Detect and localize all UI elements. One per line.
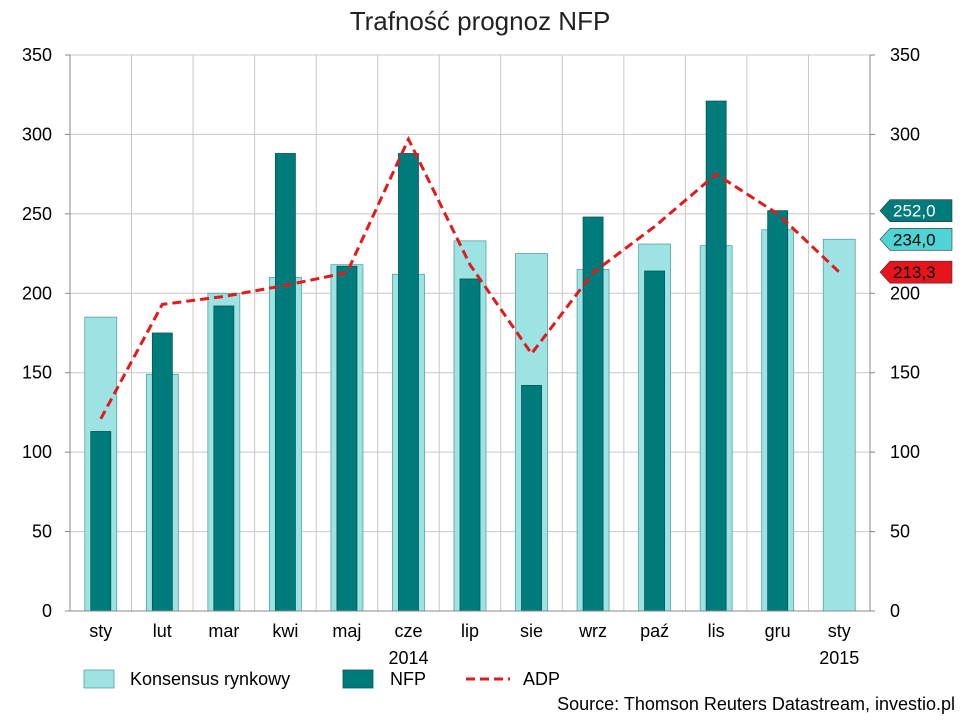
bar-nfp: [398, 153, 419, 612]
legend-label-nfp: NFP: [390, 669, 426, 689]
y-tick-label-right: 150: [890, 363, 920, 383]
bar-konsensus: [822, 238, 856, 612]
x-tick-label: sie: [520, 621, 543, 641]
end-label-tag: [879, 227, 953, 251]
y-tick-label-right: 50: [890, 522, 910, 542]
y-tick-label-left: 300: [22, 124, 52, 144]
legend-label-adp: ADP: [523, 669, 560, 689]
legend: Konsensus rynkowy NFP ADP: [83, 669, 560, 689]
legend-swatch-konsensus: [83, 669, 115, 689]
x-tick-label: lut: [153, 621, 172, 641]
bar-nfp: [644, 270, 666, 612]
y-tick-label-right: 0: [890, 601, 900, 621]
y-tick-label-left: 200: [22, 283, 52, 303]
x-tick-label: sty: [89, 621, 112, 641]
y-tick-label-right: 100: [890, 442, 920, 462]
y-tick-label-left: 150: [22, 363, 52, 383]
legend-label-konsensus: Konsensus rynkowy: [130, 669, 290, 689]
adp-line: [99, 135, 841, 420]
bar-nfp: [274, 153, 296, 612]
y-tick-label-left: 50: [32, 522, 52, 542]
x-tick-label: lis: [708, 621, 725, 641]
y-tick-label-right: 300: [890, 124, 920, 144]
end-labels: 252,0 234,0 213,3: [879, 199, 953, 284]
end-label-text: 213,3: [893, 263, 936, 282]
x-tick-label: gru: [765, 621, 791, 641]
end-label-text: 234,0: [893, 230, 936, 249]
y-tick-label-left: 0: [42, 601, 52, 621]
x-tick-label: cze: [394, 621, 422, 641]
bar-nfp: [459, 278, 481, 612]
bars: [84, 100, 856, 612]
bar-nfp: [90, 431, 112, 612]
x-tick-label: lip: [461, 621, 479, 641]
chart-title: Trafność prognoz NFP: [350, 6, 611, 36]
bar-nfp: [705, 100, 727, 612]
end-label-tag: [879, 199, 953, 222]
y-tick-label-left: 100: [22, 442, 52, 462]
end-label-text: 252,0: [893, 202, 936, 221]
y-tick-label-right: 350: [890, 45, 920, 65]
bar-nfp: [521, 385, 542, 612]
x-year-label: 2014: [388, 648, 428, 668]
line-adp: [99, 135, 841, 420]
bar-nfp: [151, 332, 173, 612]
y-tick-label-right: 200: [890, 283, 920, 303]
bar-nfp: [336, 265, 358, 612]
bar-nfp: [582, 216, 604, 612]
source-note: Source: Thomson Reuters Datastream, inve…: [557, 694, 955, 714]
x-tick-label: kwi: [272, 621, 298, 641]
y-tick-label-left: 250: [22, 204, 52, 224]
legend-swatch-nfp: [342, 669, 374, 689]
y-tick-label-left: 350: [22, 45, 52, 65]
axes: 0050501001001501502002002502503003003503…: [22, 45, 920, 668]
x-tick-label: paź: [640, 621, 669, 641]
x-tick-label: wrz: [578, 621, 607, 641]
x-tick-label: mar: [208, 621, 239, 641]
x-tick-label: sty: [828, 621, 851, 641]
x-year-label: 2015: [819, 648, 859, 668]
bar-nfp: [767, 210, 789, 612]
x-tick-label: maj: [332, 621, 361, 641]
end-label-tag: [879, 260, 953, 284]
bar-nfp: [213, 305, 235, 612]
